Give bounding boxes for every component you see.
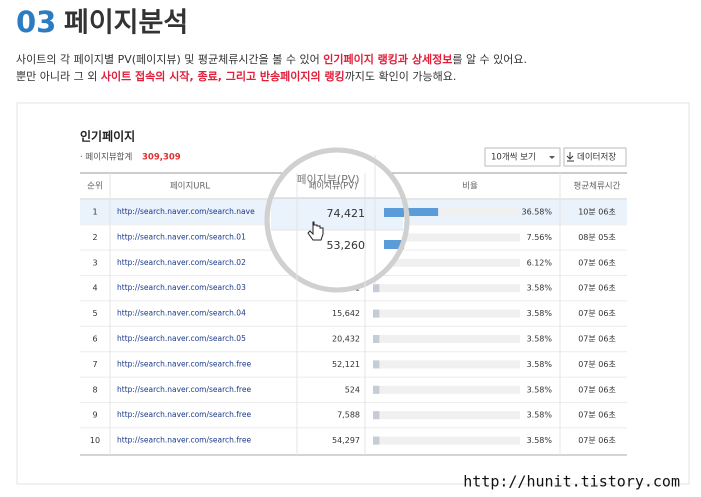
save-button[interactable] xyxy=(563,147,627,167)
avg-time: 07분 06초 xyxy=(578,258,616,267)
page-views: 20,432 xyxy=(332,335,360,344)
avg-time: 07분 06초 xyxy=(578,309,616,318)
column-header: 평균체류시간 xyxy=(574,181,621,192)
page-views: 524 xyxy=(345,385,360,394)
page-views: 52,121 xyxy=(332,360,360,369)
magnified-bar xyxy=(384,208,404,217)
section-number: 03 xyxy=(16,5,56,39)
bar-track xyxy=(373,258,520,267)
ratio: 6.12% xyxy=(527,258,553,267)
rank: 10 xyxy=(90,436,100,445)
avg-time: 07분 06초 xyxy=(578,436,616,445)
ratio: 36.58% xyxy=(521,208,552,217)
page-url: http://search.naver.com/search.free xyxy=(117,359,251,368)
panel-title: 인기페이지 xyxy=(80,129,135,144)
cursor-hand xyxy=(307,221,324,241)
rank: 6 xyxy=(92,335,97,344)
bar-track xyxy=(373,335,520,343)
column-header: 비율 xyxy=(462,182,478,192)
rank: 9 xyxy=(92,411,97,420)
magnified-value: 53,260 xyxy=(327,239,366,252)
description-text: 까지도 확인이 가능해요. xyxy=(345,69,457,83)
avg-time: 07분 06초 xyxy=(578,360,616,369)
ratio-bar xyxy=(373,335,380,343)
magnified-bar xyxy=(384,240,404,249)
ratio: 3.58% xyxy=(527,385,553,394)
save-icon xyxy=(566,152,574,162)
ratio: 3.58% xyxy=(527,309,553,318)
description-text: 사이트의 각 페이지별 PV(페이지뷰) 및 평균체류시간을 볼 수 있어 xyxy=(16,53,323,66)
avg-time: 07분 06초 xyxy=(578,411,616,420)
page-url: http://search.naver.com/search.free xyxy=(117,385,251,394)
description-highlight: 인기페이지 랭킹과 상세정보 xyxy=(323,52,452,66)
rank: 3 xyxy=(92,258,97,267)
ratio: 3.58% xyxy=(527,284,553,293)
bar-track xyxy=(373,309,520,318)
ratio: 7.56% xyxy=(527,233,553,242)
ratio-bar xyxy=(373,284,380,293)
rank: 4 xyxy=(92,284,97,293)
section-title: 페이지분석 xyxy=(64,8,188,39)
save-text: 데이터저장 xyxy=(577,152,616,163)
page-views: 54,297 xyxy=(332,436,360,445)
rank: 5 xyxy=(92,309,97,318)
rank: 1 xyxy=(92,208,97,217)
bar-track xyxy=(373,385,520,394)
total-value: 309,309 xyxy=(142,153,181,163)
page-url: http://search.naver.com/search.02 xyxy=(117,258,246,267)
page-url: http://search.naver.com/search.01 xyxy=(117,232,246,241)
ratio: 3.58% xyxy=(527,436,553,445)
ratio-bar xyxy=(373,360,380,369)
page-url: http://search.naver.com/search.free xyxy=(117,436,251,445)
select-arrow xyxy=(549,156,555,159)
page-url: http://search.naver.com/search.03 xyxy=(117,283,246,292)
ratio-bar xyxy=(373,385,380,394)
magnified-row xyxy=(271,198,403,230)
select-text: 10개씩 보기 xyxy=(491,152,536,163)
column-header: 순위 xyxy=(87,182,103,192)
description-highlight: 사이트 접속의 시작, 종료, 그리고 반송페이지의 랭킹 xyxy=(101,69,345,83)
bar-track xyxy=(373,411,520,420)
bar-track xyxy=(373,360,520,369)
description-text: 를 알 수 있어요. xyxy=(452,52,527,66)
page-views: 7,588 xyxy=(337,411,360,420)
magnified-value: 74,421 xyxy=(327,207,366,220)
avg-time: 07분 06초 xyxy=(578,284,616,293)
page-views: 15,642 xyxy=(332,309,360,318)
rank: 7 xyxy=(92,360,97,369)
magnifier-rim xyxy=(264,147,410,293)
page-url: http://search.naver.com/search.04 xyxy=(117,309,246,318)
avg-time: 07분 06초 xyxy=(578,335,616,344)
ratio: 3.58% xyxy=(527,360,553,369)
description-line: 사이트의 각 페이지별 PV(페이지뷰) 및 평균체류시간을 볼 수 있어 인기… xyxy=(16,52,527,66)
ratio-bar xyxy=(373,436,380,445)
rank: 8 xyxy=(92,385,97,394)
ratio-bar xyxy=(373,309,380,318)
bar-track xyxy=(373,436,520,445)
rank: 2 xyxy=(92,233,97,242)
page-url: http://search.naver.com/search.05 xyxy=(117,334,246,343)
magnifier: 페이지뷰(PV) 74,421 53,260 xyxy=(264,147,410,293)
column-header: 페이지URL xyxy=(170,181,211,192)
description-line: 뿐만 아니라 그 외 사이트 접속의 시작, 종료, 그리고 반송페이지의 랭킹… xyxy=(16,69,456,83)
magnified-header: 페이지뷰(PV) xyxy=(296,173,359,186)
avg-time: 08분 05초 xyxy=(578,233,616,242)
page-url: http://search.naver.com/search.nave xyxy=(117,207,255,216)
watermark: http://hunit.tistory.com xyxy=(463,473,680,491)
avg-time: 07분 06초 xyxy=(578,385,616,394)
total-label: · 페이지뷰합계 xyxy=(80,152,132,163)
ratio-bar xyxy=(373,411,380,420)
select[interactable] xyxy=(484,147,561,167)
column-header: 페이지뷰(PV) xyxy=(309,181,358,192)
avg-time: 10분 06초 xyxy=(578,208,616,217)
bar-track xyxy=(373,284,520,293)
ratio: 3.58% xyxy=(527,335,553,344)
page-url: http://search.naver.com/search.free xyxy=(117,410,251,419)
bar-track xyxy=(373,233,520,242)
description-text: 뿐만 아니라 그 외 xyxy=(16,70,101,83)
ratio: 3.58% xyxy=(527,411,553,420)
bar-track xyxy=(373,208,520,216)
